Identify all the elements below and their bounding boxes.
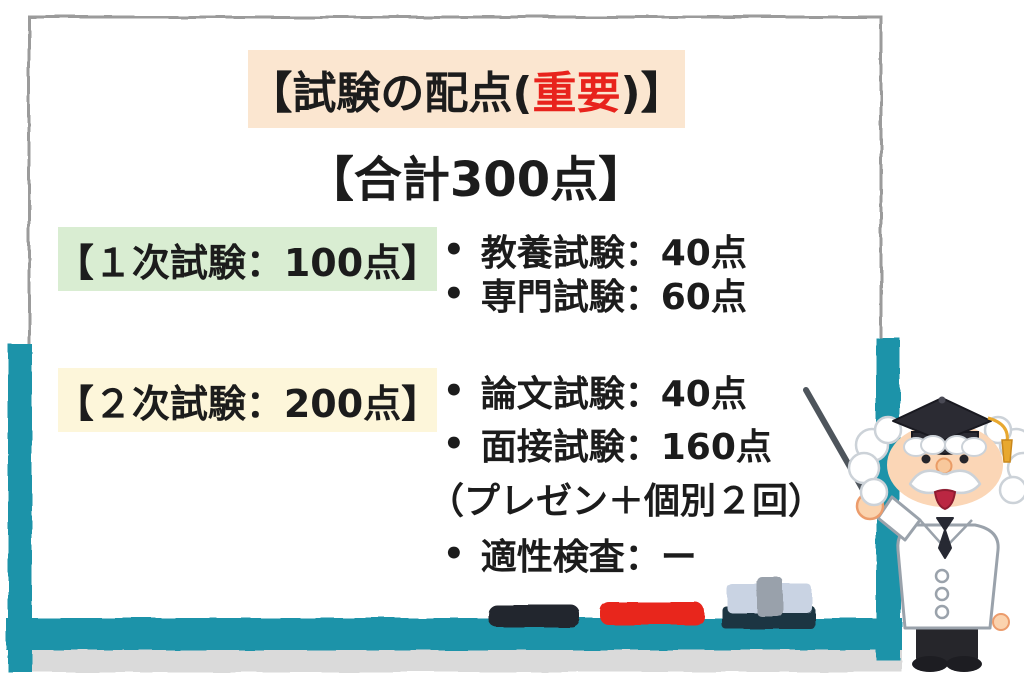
right-hand <box>992 613 1010 631</box>
section1-heading: 【１次試験：100点】 <box>56 227 439 291</box>
left-eye <box>921 454 931 464</box>
frame-left-bar <box>8 344 32 672</box>
list-item: • 適性検査：ー <box>443 532 697 578</box>
bullet-icon: • <box>443 424 465 464</box>
list-item-text: 適性検査：ー <box>480 537 697 578</box>
list-item: • 論文試験：40点 <box>443 369 747 415</box>
coat-sleeve <box>876 495 922 542</box>
mouth <box>933 489 957 511</box>
trousers <box>916 624 978 662</box>
list-item: • 専門試験：60点 <box>443 272 747 318</box>
coat-button <box>934 604 950 620</box>
bullet-icon: • <box>443 371 465 411</box>
total-points: 【合計300点】 <box>305 152 647 208</box>
coat-button <box>934 568 950 584</box>
title-box: 【試験の配点(重要)】 <box>248 50 685 128</box>
bullet-icon: • <box>443 230 465 270</box>
left-shoe <box>912 656 948 672</box>
list-item-note: （プレゼン＋個別２回） <box>428 476 824 522</box>
coat-button <box>934 586 950 602</box>
white-hair <box>847 415 1024 507</box>
bullet-icon: • <box>443 274 465 314</box>
mustache <box>908 469 982 495</box>
tassel-tuft <box>1001 439 1013 463</box>
list-item-text: 教養試験：40点 <box>480 233 747 274</box>
list-item: • 教養試験：40点 <box>443 228 747 274</box>
list-item-text: （プレゼン＋個別２回） <box>428 481 825 522</box>
list-item-text: 面接試験：160点 <box>480 427 772 468</box>
title-prefix: 【試験の配点( <box>248 68 533 119</box>
tassel <box>987 416 1009 443</box>
list-item-text: 専門試験：60点 <box>480 277 747 318</box>
board-eraser <box>722 577 815 629</box>
title-suffix: )】 <box>620 68 685 119</box>
black-marker <box>488 605 580 627</box>
list-item-text: 論文試験：40点 <box>480 374 747 415</box>
title-highlight: 重要 <box>532 68 621 119</box>
professor-character <box>803 387 1024 672</box>
right-eye <box>959 454 969 464</box>
right-shoe <box>946 656 982 672</box>
eyebrows <box>903 435 987 457</box>
tie <box>936 517 954 559</box>
section2-heading: 【２次試験：200点】 <box>56 368 439 432</box>
red-marker <box>600 602 704 625</box>
list-item: • 面接試験：160点 <box>443 422 772 468</box>
bullet-icon: • <box>443 534 465 574</box>
tray-shadow <box>30 646 902 672</box>
